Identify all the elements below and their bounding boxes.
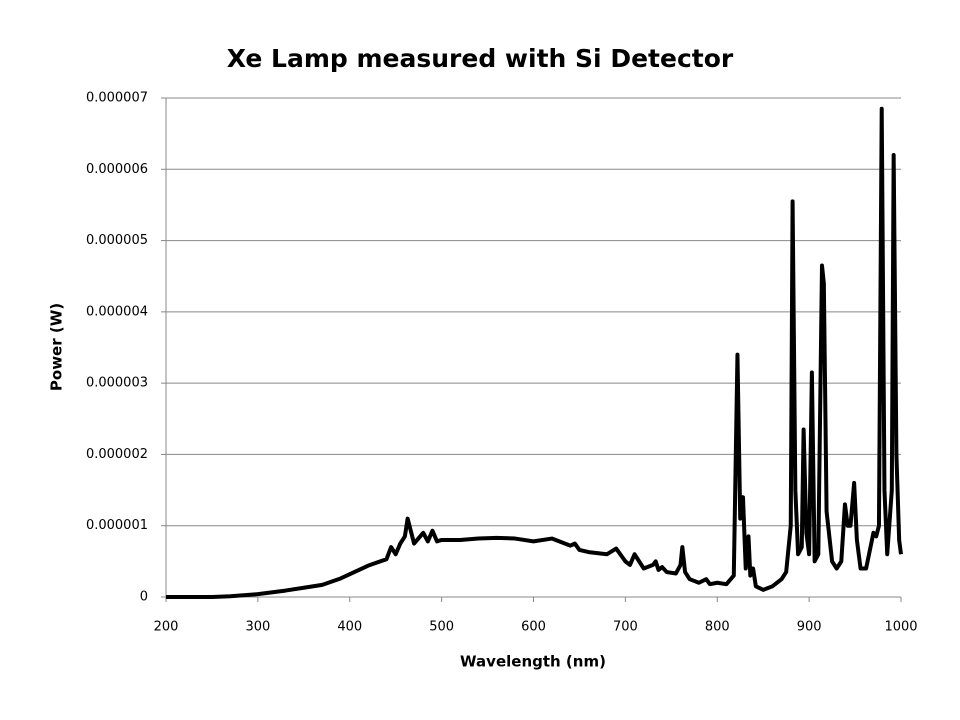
x-tick-label: 300	[245, 620, 270, 635]
y-axis-title: Power (W)	[48, 303, 66, 391]
x-tick-label: 700	[613, 620, 638, 635]
data-line	[166, 106, 903, 599]
x-tick-label: 600	[521, 620, 546, 635]
y-tick-label: 0.000001	[86, 518, 148, 533]
x-tick-label: 500	[429, 620, 454, 635]
x-axis-title: Wavelength (nm)	[460, 653, 606, 671]
y-tick-label: 0.000007	[86, 91, 148, 106]
y-tick-label: 0.000006	[86, 162, 148, 177]
x-tick-label: 800	[705, 620, 730, 635]
x-tick-label: 400	[337, 620, 362, 635]
x-tick-label: 200	[154, 620, 179, 635]
y-tick-label: 0.000004	[86, 304, 148, 319]
x-tick-label: 900	[797, 620, 822, 635]
x-tick-label: 1000	[884, 620, 917, 635]
y-tick-label: 0	[140, 590, 148, 605]
y-tick-label: 0.000003	[86, 376, 148, 391]
chart-title: Xe Lamp measured with Si Detector	[227, 44, 734, 73]
y-tick-label: 0.000002	[86, 447, 148, 462]
y-tick-label: 0.000005	[86, 233, 148, 248]
